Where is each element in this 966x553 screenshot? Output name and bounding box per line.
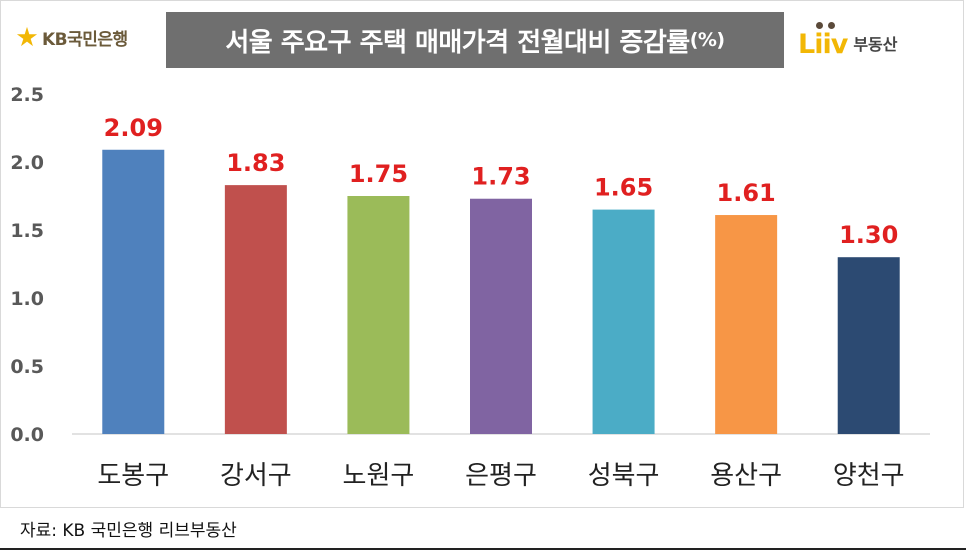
y-tick-label: 2.0 [10, 152, 44, 174]
bar-3 [347, 196, 410, 434]
y-tick-label: 0.5 [10, 356, 44, 378]
x-tick-label: 양천구 [833, 461, 905, 491]
x-tick-label: 노원구 [343, 461, 415, 491]
bar-chart: 0.0 0.5 1.0 1.5 2.0 2.5 2.09 1.83 1.75 1.73 1.65 1… [10, 84, 930, 491]
chart-title-main: 서울 주요구 주택 매매가격 전월대비 증감률 [225, 27, 690, 58]
bar-value-label: 1.30 [839, 221, 898, 249]
y-tick-label: 2.5 [10, 84, 44, 106]
bar-2 [224, 185, 287, 434]
x-tick-label: 성북구 [588, 461, 660, 491]
kb-logo-text: KB국민은행 [42, 29, 128, 50]
y-tick-label: 0.0 [10, 424, 44, 446]
x-tick-label: 강서구 [220, 461, 292, 491]
bar-value-label: 1.65 [594, 174, 653, 202]
bottom-divider [0, 548, 966, 550]
bar-value-label: 1.61 [717, 179, 776, 207]
bar-value-label: 1.73 [471, 163, 530, 191]
chart-title-unit: (%) [689, 29, 725, 51]
y-tick-label: 1.5 [10, 220, 44, 242]
bar-7 [837, 257, 900, 434]
bar-6 [715, 215, 778, 434]
bar-1 [102, 149, 165, 434]
value-labels: 2.09 1.83 1.75 1.73 1.65 1.61 1.30 [104, 114, 899, 249]
bar-value-label: 1.83 [226, 149, 285, 177]
liiv-logo-word: Liiv [798, 22, 848, 58]
bar-value-label: 1.75 [349, 160, 408, 188]
x-tick-label: 은평구 [465, 461, 537, 491]
bar-5 [592, 209, 655, 434]
y-axis: 0.0 0.5 1.0 1.5 2.0 2.5 [10, 84, 44, 446]
chart-title: 서울 주요구 주택 매매가격 전월대비 증감률 (%) [166, 12, 784, 68]
x-tick-label: 용산구 [710, 461, 782, 491]
x-axis-labels: 도봉구 강서구 노원구 은평구 성북구 용산구 양천구 [97, 461, 904, 491]
liiv-logo: Liiv 부동산 [798, 18, 898, 58]
chart-frame [0, 0, 964, 508]
liiv-dots-icon [816, 22, 835, 29]
bars [102, 149, 900, 434]
liiv-logo-sub: 부동산 [853, 35, 898, 54]
source-note: 자료: KB 국민은행 리브부동산 [20, 521, 237, 541]
x-tick-label: 도봉구 [97, 461, 169, 491]
bar-4 [470, 198, 532, 434]
bar-value-label: 2.09 [104, 114, 163, 142]
y-tick-label: 1.0 [10, 288, 44, 310]
kb-star-icon [16, 26, 38, 47]
kb-bank-logo: KB국민은행 [16, 22, 128, 52]
